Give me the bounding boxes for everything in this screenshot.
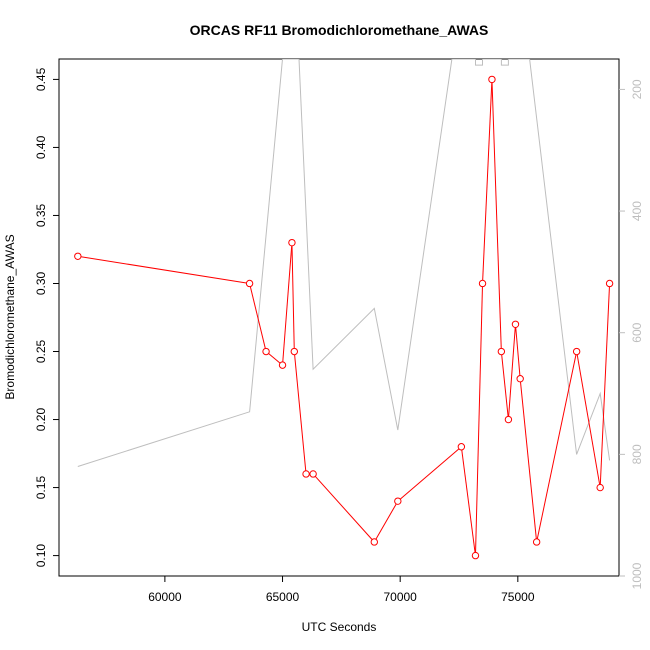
data-point <box>596 483 604 492</box>
series-segment <box>599 286 610 485</box>
data-point <box>605 279 614 288</box>
data-point <box>245 279 254 288</box>
y-axis-label: Bromodichloromethane_AWAS <box>3 234 17 399</box>
data-point <box>262 347 270 356</box>
x-tick-label: 60000 <box>148 590 182 604</box>
series-segment <box>282 245 293 362</box>
data-point <box>516 375 524 383</box>
series-segment <box>291 245 295 349</box>
series-segment <box>461 449 476 553</box>
y-tick-label: 0.15 <box>34 476 48 500</box>
data-point <box>504 415 513 424</box>
y-axis: 0.10 0.15 0.20 0.25 0.30 0.35 0.40 0.45 <box>34 67 59 567</box>
x-tick-label: 65000 <box>266 590 300 604</box>
series-segment <box>520 381 537 539</box>
series-segment <box>576 354 601 485</box>
x-tick-label: 70000 <box>383 590 417 604</box>
data-point <box>457 443 466 451</box>
series-segment <box>399 448 460 500</box>
series-segment <box>268 353 281 364</box>
y2-tick-label: 600 <box>630 322 644 342</box>
y-tick-label: 0.40 <box>34 135 48 159</box>
series-segment <box>491 82 502 349</box>
y-tick-label: 0.30 <box>34 271 48 295</box>
series-segment <box>508 327 516 417</box>
x-axis-label: UTC Seconds <box>302 620 377 634</box>
data-point <box>288 238 296 247</box>
data-point <box>497 347 506 356</box>
data-point <box>302 470 310 478</box>
x-tick-label: 75000 <box>501 590 535 604</box>
series-segment <box>294 354 307 471</box>
series-segment <box>501 354 509 417</box>
y-tick-label: 0.45 <box>34 67 48 91</box>
data-point <box>309 470 317 478</box>
series-segment <box>314 476 373 540</box>
series-segment <box>475 286 483 553</box>
y2-tick-label: 400 <box>630 201 644 221</box>
series-layer <box>74 59 614 560</box>
y-tick-label: 0.20 <box>34 408 48 432</box>
series-line-right-axis <box>77 59 611 467</box>
x-axis: 60000 65000 70000 75000 <box>148 576 535 604</box>
data-point <box>471 551 480 560</box>
series-segment <box>536 354 577 539</box>
series-segment <box>482 82 493 281</box>
data-point <box>278 361 287 369</box>
y-tick-label: 0.35 <box>34 203 48 227</box>
data-point <box>532 538 541 546</box>
y2-tick-label: 1000 <box>630 562 644 589</box>
y-tick-label: 0.10 <box>34 544 48 568</box>
data-point <box>488 75 496 84</box>
series-segment <box>80 256 247 284</box>
data-point <box>290 347 298 356</box>
series-segment <box>375 503 397 540</box>
y2-tick-label: 800 <box>630 444 644 464</box>
series-segment <box>249 286 266 349</box>
y2-axis: 200 400 600 800 1000 <box>619 79 644 589</box>
y-tick-label: 0.25 <box>34 340 48 364</box>
data-point <box>511 320 520 329</box>
y2-tick-label: 200 <box>630 79 644 99</box>
plot-frame <box>58 58 620 577</box>
data-point <box>370 538 378 546</box>
chart-title: ORCAS RF11 Bromodichloromethane_AWAS <box>190 22 489 38</box>
data-point <box>74 252 82 260</box>
data-point <box>394 497 402 505</box>
series-segment <box>515 327 521 376</box>
data-point <box>572 347 581 356</box>
data-point <box>478 279 487 288</box>
